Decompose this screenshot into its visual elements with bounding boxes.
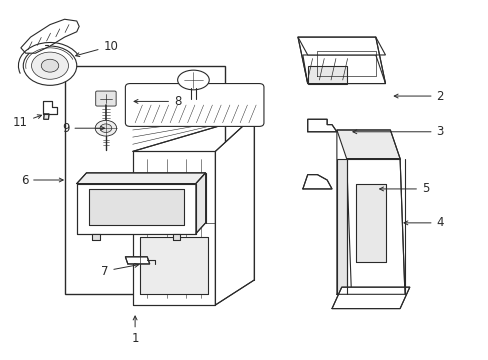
Polygon shape: [172, 234, 180, 240]
Polygon shape: [196, 173, 205, 234]
Polygon shape: [336, 130, 399, 158]
Polygon shape: [43, 114, 49, 119]
Polygon shape: [125, 257, 149, 264]
Polygon shape: [336, 158, 346, 294]
Text: 11: 11: [13, 115, 41, 129]
Polygon shape: [89, 189, 183, 225]
Polygon shape: [331, 287, 409, 309]
Circle shape: [31, 52, 68, 79]
Text: 8: 8: [134, 95, 181, 108]
Text: 9: 9: [62, 122, 104, 135]
Text: 5: 5: [379, 183, 428, 195]
Polygon shape: [21, 19, 79, 53]
Polygon shape: [132, 152, 215, 305]
Polygon shape: [215, 116, 254, 305]
Circle shape: [41, 59, 59, 72]
Text: 2: 2: [393, 90, 443, 103]
FancyBboxPatch shape: [125, 84, 264, 126]
Polygon shape: [302, 55, 385, 84]
Bar: [64, 66, 224, 294]
Polygon shape: [77, 173, 205, 184]
Polygon shape: [307, 66, 346, 84]
FancyBboxPatch shape: [96, 91, 116, 106]
Polygon shape: [307, 119, 336, 132]
Text: 10: 10: [76, 40, 118, 57]
Text: 7: 7: [101, 264, 138, 278]
Polygon shape: [77, 184, 196, 234]
Polygon shape: [92, 234, 100, 240]
Circle shape: [95, 120, 116, 136]
Text: 4: 4: [403, 216, 443, 229]
Polygon shape: [297, 37, 385, 55]
Text: 6: 6: [20, 174, 63, 186]
Polygon shape: [356, 184, 385, 262]
Polygon shape: [346, 158, 404, 294]
Circle shape: [23, 46, 77, 85]
Polygon shape: [302, 175, 331, 189]
Polygon shape: [132, 116, 254, 152]
Text: 1: 1: [131, 316, 139, 346]
Text: 3: 3: [352, 125, 443, 138]
Polygon shape: [42, 102, 57, 114]
Circle shape: [100, 124, 112, 132]
Polygon shape: [140, 237, 207, 294]
Ellipse shape: [177, 70, 209, 90]
